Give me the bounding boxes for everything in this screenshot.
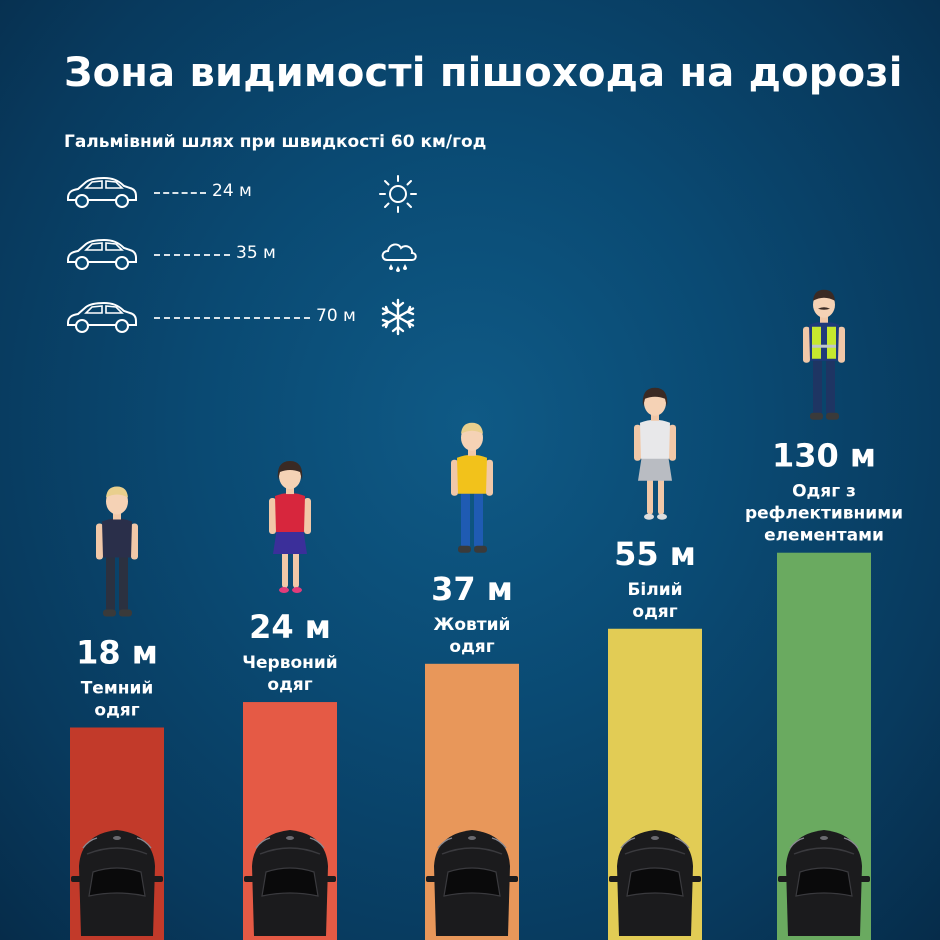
page-title: Зона видимості пішохода на дорозі	[64, 50, 903, 96]
red-dress-pedestrian-icon	[269, 461, 311, 594]
category-label: одяг	[449, 637, 494, 657]
yellow-shirt-pedestrian-icon	[451, 422, 493, 553]
black-car-top-view	[778, 830, 870, 936]
braking-row-rain: 35 м	[64, 234, 444, 274]
braking-row-sunny: 24 м	[64, 172, 444, 213]
sun-icon	[379, 175, 417, 213]
value-label: 55 м	[614, 535, 696, 573]
braking-distance-label: 70 м	[316, 306, 356, 326]
category-label: Одяг з	[792, 482, 856, 502]
dark-clothes-pedestrian-icon	[96, 486, 138, 617]
category-label: Білий	[627, 580, 682, 600]
category-label: елементами	[764, 526, 884, 546]
value-label: 24 м	[249, 608, 331, 646]
value-label: 130 м	[772, 437, 876, 475]
black-car-top-view	[609, 830, 701, 936]
rain-cloud-icon	[381, 243, 417, 272]
category-label: Темний	[81, 678, 154, 698]
category-label: одяг	[632, 602, 677, 622]
braking-distance-line	[154, 192, 206, 194]
braking-distance-line	[154, 317, 310, 319]
car-side-icon	[67, 238, 137, 270]
category-label: рефлективними	[745, 504, 903, 524]
value-label: 18 м	[76, 633, 158, 671]
value-label: 37 м	[431, 570, 513, 608]
category-label: одяг	[94, 700, 139, 720]
braking-distance-label: 24 м	[212, 181, 252, 201]
braking-distance-line	[154, 254, 230, 256]
braking-row-snow: 70 м	[64, 297, 444, 337]
black-car-top-view	[244, 830, 336, 936]
category-label: Червоний	[242, 653, 337, 673]
subtitle: Гальмівний шлях при швидкості 60 км/год	[64, 132, 487, 152]
category-label: одяг	[267, 675, 312, 695]
car-side-icon	[67, 176, 137, 208]
category-label: Жовтий	[434, 615, 511, 635]
car-side-icon	[67, 301, 137, 333]
black-car-top-view	[426, 830, 518, 936]
black-car-top-view	[71, 830, 163, 936]
reflective-vest-pedestrian-icon	[803, 289, 845, 420]
snowflake-icon	[381, 298, 415, 336]
braking-distance-label: 35 м	[236, 243, 276, 263]
white-clothes-pedestrian-icon	[634, 387, 676, 520]
